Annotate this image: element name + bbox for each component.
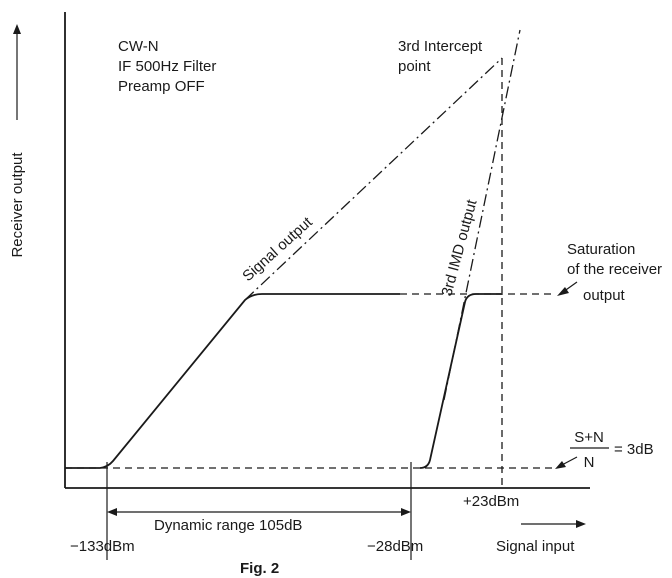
- condition-preamp: Preamp OFF: [118, 78, 205, 95]
- intercept-label-line1: 3rd Intercept: [398, 38, 483, 55]
- x-mark-intercept: +23dBm: [463, 493, 519, 510]
- x-axis-label-arrowhead: [576, 520, 586, 528]
- condition-mode: CW-N: [118, 38, 159, 55]
- signal-output-curve: [65, 293, 400, 469]
- noise-fraction-value: = 3dB: [614, 441, 654, 458]
- imd-output-label: 3rd IMD output: [438, 197, 480, 298]
- dynamic-range-arrow-right: [401, 508, 411, 516]
- dynamic-range-arrow-left: [107, 508, 117, 516]
- signal-output-label: Signal output: [239, 213, 316, 285]
- x-mark-low: −133dBm: [70, 538, 135, 555]
- dynamic-range-label: Dynamic range 105dB: [154, 517, 302, 534]
- x-axis-label: Signal input: [496, 538, 575, 555]
- saturation-label-line1: Saturation: [567, 241, 635, 258]
- saturation-label-line2: of the receiver: [567, 261, 662, 278]
- figure-caption: Fig. 2: [240, 560, 279, 577]
- intercept-label-line2: point: [398, 58, 431, 75]
- saturation-label-line3: output: [583, 287, 626, 304]
- x-mark-mid: −28dBm: [367, 538, 423, 555]
- condition-filter: IF 500Hz Filter: [118, 58, 216, 75]
- noise-label-pointer-head: [555, 461, 566, 469]
- y-axis-label-arrowhead: [13, 24, 21, 34]
- noise-fraction-numerator: S+N: [574, 429, 604, 446]
- signal-output-extrapolation: [244, 57, 503, 301]
- imd-output-extrapolation: [443, 29, 521, 401]
- saturation-pointer-head: [557, 287, 569, 296]
- y-axis-label: Receiver output: [9, 152, 26, 258]
- imd-output-curve: [419, 293, 502, 469]
- noise-fraction-denominator: N: [584, 454, 595, 471]
